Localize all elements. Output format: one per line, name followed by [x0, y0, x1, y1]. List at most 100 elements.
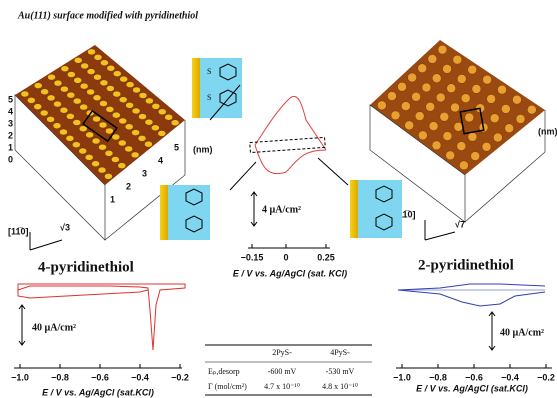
afm-bump [106, 106, 114, 112]
afm-bump [67, 72, 75, 78]
afm-bump [447, 84, 456, 93]
afm-bump [408, 73, 417, 82]
afm-bump [66, 135, 74, 141]
tick-label: −1.0 [11, 372, 29, 382]
afm-bump [158, 109, 166, 115]
afm-bump [79, 148, 87, 154]
afm-bump [415, 112, 424, 121]
afm-bump [85, 154, 93, 160]
afm-bump [73, 98, 81, 104]
afm-bump [490, 114, 499, 123]
title: Au(111) surface modified with pyridineth… [17, 10, 198, 21]
afm-bump [87, 89, 95, 95]
table-cell: -530 mV [326, 367, 355, 376]
afm-bump [60, 107, 68, 113]
tick-label: −0.2 [171, 372, 189, 382]
afm-bump [59, 129, 67, 135]
afm-bump [54, 80, 62, 86]
afm-bump [468, 132, 477, 141]
afm-bump [94, 54, 102, 60]
afm-bump [100, 80, 108, 86]
afm-bump [428, 54, 437, 63]
afm-bump [443, 132, 452, 141]
afm-bump [472, 84, 481, 93]
afm-bump [465, 113, 474, 122]
afm-bump [457, 142, 466, 151]
afm-bump [99, 122, 107, 128]
afm-bump [446, 151, 455, 160]
afm-bump [487, 94, 496, 103]
afm-bump [440, 112, 449, 121]
afm-bump [48, 74, 56, 80]
afm-bump [152, 103, 160, 109]
axis-label: E / V vs. Ag/AgCl (sat.KCl) [416, 383, 528, 393]
molecule-4pys: SS [192, 58, 242, 118]
afm-bump [99, 144, 107, 150]
afm-root: √3 [60, 222, 70, 232]
afm-bump [111, 157, 119, 163]
afm-bump [34, 104, 42, 110]
afm-bump [92, 161, 100, 167]
afm-bump [73, 120, 81, 126]
afm-direction: [11̅0] [8, 226, 29, 236]
afm-bump [132, 130, 140, 136]
label-2pys: 2-pyridinethiol [418, 257, 514, 273]
cv-scale: 4 µA/cm² [262, 204, 301, 215]
afm-tick-label: 1 [8, 142, 13, 152]
table-cell: -600 mV [268, 367, 297, 376]
afm-bump [471, 152, 480, 161]
tick-label: −1.0 [393, 372, 411, 382]
afm-bump [144, 141, 152, 147]
afm-tick-label: 4 [8, 106, 13, 116]
afm-bump [422, 83, 431, 92]
table-header: 4PyS- [330, 348, 350, 357]
afm-bump [438, 45, 447, 54]
afm-bump [405, 121, 414, 130]
afm-bump [429, 122, 438, 131]
figure: Au(111) surface modified with pyridineth… [0, 0, 557, 398]
svg-text:S: S [207, 93, 211, 102]
afm-bump [126, 102, 134, 108]
afm-tick-label: 0 [8, 154, 13, 164]
afm-bump [387, 92, 396, 101]
tick-label: −0.8 [429, 372, 447, 382]
afm-tick-label: 5 [174, 142, 179, 152]
afm-bump [139, 92, 147, 98]
afm-bump [468, 65, 477, 74]
afm-bump [113, 91, 121, 97]
afm-bump [512, 95, 521, 104]
table-header: 2PyS- [272, 348, 292, 357]
tick-label: −0.4 [501, 372, 519, 382]
afm-bump [453, 55, 462, 64]
afm-bump [432, 141, 441, 150]
table-cell: Eₚ,desorp [208, 367, 240, 376]
afm-bump [158, 130, 166, 136]
afm-bump [47, 95, 55, 101]
molecule-left [160, 185, 210, 240]
afm-bump [418, 64, 427, 73]
afm-bump [74, 57, 82, 63]
afm-bump [27, 97, 35, 103]
tick-label: 0 [283, 252, 288, 262]
afm-bump [41, 89, 49, 95]
svg-text:S: S [207, 67, 211, 76]
afm-bump [107, 65, 115, 71]
afm-bump [47, 116, 55, 122]
afm-bump [34, 83, 42, 89]
afm-bump [145, 119, 153, 125]
afm-bump [104, 173, 112, 179]
afm-bump [54, 101, 62, 107]
afm-bump [67, 92, 75, 98]
afm-bump [527, 105, 536, 114]
afm-tick-label: 4 [158, 155, 163, 165]
afm-bump [106, 85, 114, 91]
afm-bump [80, 104, 88, 110]
afm-bump [113, 71, 121, 77]
afm-bump [93, 116, 101, 122]
tick-label: −0.15 [241, 252, 264, 262]
afm-bump [94, 74, 102, 80]
tick-label: −0.8 [51, 372, 69, 382]
afm-bump [98, 167, 106, 173]
afm-bump [21, 91, 29, 97]
table-cell: 4.8 x 10⁻¹⁰ [322, 382, 358, 391]
